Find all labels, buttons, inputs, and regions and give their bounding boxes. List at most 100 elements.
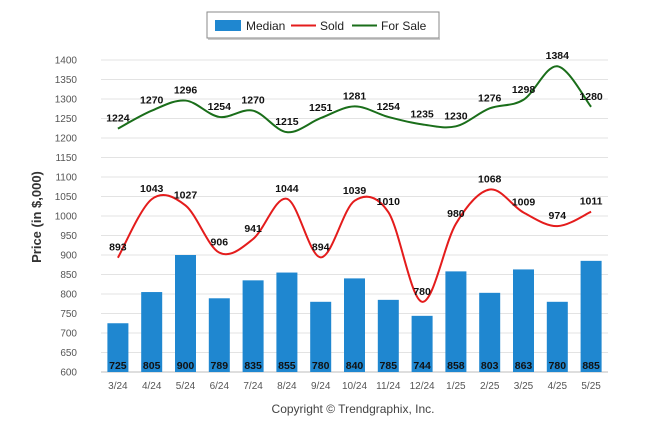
median-bar-label: 858	[447, 360, 465, 372]
sold-point-label: 941	[244, 223, 262, 235]
for-sale-point-label: 1298	[512, 84, 536, 96]
sold-point-label: 980	[447, 208, 465, 220]
y-tick-label: 950	[60, 231, 77, 242]
y-tick-label: 900	[60, 251, 77, 262]
median-bar	[175, 255, 196, 372]
x-tick-label: 7/24	[243, 381, 263, 392]
for-sale-line	[117, 65, 592, 134]
legend-swatch-median	[215, 20, 241, 31]
median-bar	[141, 292, 163, 372]
for-sale-point-label: 1281	[343, 90, 367, 102]
median-bar-label: 885	[582, 360, 600, 372]
y-tick-label: 1350	[55, 75, 78, 86]
y-tick-label: 1300	[55, 95, 78, 106]
median-bar-label: 805	[143, 360, 161, 372]
x-tick-label: 12/24	[410, 381, 435, 392]
legend: Median Sold For Sale	[206, 11, 440, 40]
x-tick-label: 4/24	[142, 381, 162, 392]
x-tick-label: 3/24	[108, 381, 128, 392]
y-tick-label: 1150	[55, 153, 77, 164]
median-bar-label: 863	[515, 360, 533, 372]
x-tick-label: 10/24	[342, 381, 367, 392]
median-bar-label: 725	[109, 360, 127, 372]
median-bar	[377, 299, 399, 372]
x-tick-label: 9/24	[311, 381, 331, 392]
x-tick-label: 6/24	[210, 381, 230, 392]
y-tick-label: 600	[60, 368, 77, 379]
median-bars	[107, 255, 602, 372]
sold-point-label: 974	[549, 210, 567, 222]
for-sale-point-label: 1296	[174, 85, 198, 97]
x-tick-label: 2/25	[480, 381, 500, 392]
median-bar	[546, 301, 568, 372]
y-tick-label: 1100	[55, 173, 77, 184]
for-sale-point-label: 1251	[309, 102, 333, 114]
x-tick-label: 5/25	[581, 381, 601, 392]
x-axis-ticks: 3/24 4/24 5/24 6/24 7/24 8/24 9/24 10/24 11/24 12…	[108, 381, 601, 392]
x-tick-label: 4/25	[548, 381, 568, 392]
for-sale-point-label: 1224	[106, 113, 130, 125]
median-bar	[411, 315, 433, 372]
for-sale-point-label: 1254	[377, 101, 401, 113]
y-tick-label: 1200	[55, 134, 78, 145]
median-bar	[445, 271, 467, 372]
y-tick-label: 750	[60, 309, 77, 320]
y-tick-label: 800	[60, 290, 77, 301]
y-axis-title: Price (in $,000)	[29, 171, 44, 263]
median-bar	[344, 278, 365, 372]
sold-point-label: 1011	[580, 196, 603, 208]
for-sale-point-label: 1215	[275, 116, 299, 128]
y-tick-label: 1050	[55, 192, 78, 203]
x-tick-label: 11/24	[376, 381, 401, 392]
for-sale-point-label: 1270	[241, 95, 265, 107]
y-tick-label: 650	[60, 348, 77, 359]
median-bar-label: 855	[278, 360, 296, 372]
sold-point-label: 1010	[377, 196, 401, 208]
sold-line	[117, 188, 592, 303]
median-bar-label: 744	[413, 360, 431, 372]
sold-point-label: 1027	[174, 189, 198, 201]
sold-point-label: 1068	[478, 173, 502, 185]
y-tick-label: 700	[60, 329, 77, 340]
y-axis-ticks: 600 650 700 750 800 850 900 950 1000 1050 1100 1150…	[55, 56, 78, 379]
median-bar	[242, 280, 264, 372]
for-sale-point-label: 1235	[410, 108, 434, 120]
median-bar	[208, 298, 230, 372]
for-sale-point-label: 1384	[546, 50, 570, 62]
median-bar	[513, 269, 534, 372]
sold-point-label: 1043	[140, 183, 164, 195]
line-series	[117, 65, 592, 303]
for-sale-point-label: 1230	[444, 110, 468, 122]
median-bar	[479, 292, 501, 372]
for-sale-point-label: 1270	[140, 95, 164, 107]
for-sale-point-label: 1280	[579, 91, 603, 103]
for-sale-point-label: 1276	[478, 92, 502, 104]
copyright-credit: Copyright © Trendgraphix, Inc.	[272, 402, 435, 416]
y-tick-label: 1000	[55, 212, 78, 223]
legend-label-median: Median	[246, 19, 285, 33]
x-tick-label: 5/24	[176, 381, 196, 392]
median-bar	[310, 301, 332, 372]
median-bar	[276, 272, 298, 372]
y-tick-label: 850	[60, 270, 77, 281]
sold-point-label: 1039	[343, 185, 367, 197]
median-bar-label: 840	[346, 360, 364, 372]
sold-point-label: 1009	[512, 196, 536, 208]
median-bar-label: 789	[211, 360, 229, 372]
sold-point-label: 780	[413, 286, 431, 298]
legend-label-sold: Sold	[320, 19, 344, 33]
median-bar	[107, 323, 129, 372]
median-bar-label: 900	[177, 360, 195, 372]
median-bar-label: 780	[312, 360, 330, 372]
median-bar-label: 780	[549, 360, 567, 372]
x-tick-label: 1/25	[446, 381, 466, 392]
sold-point-label: 906	[211, 237, 229, 249]
sold-point-label: 893	[109, 242, 127, 254]
y-tick-label: 1400	[55, 56, 78, 67]
median-bar-label: 803	[481, 360, 499, 372]
y-tick-label: 1250	[55, 114, 78, 125]
sold-point-label: 894	[312, 241, 330, 253]
legend-label-for-sale: For Sale	[381, 19, 427, 33]
x-tick-label: 8/24	[277, 381, 297, 392]
